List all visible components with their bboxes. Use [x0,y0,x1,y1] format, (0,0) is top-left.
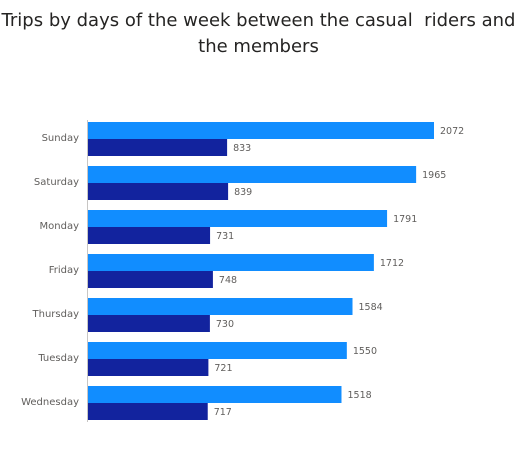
bar-series-1-friday[interactable] [88,254,374,271]
data-label-series-1-sunday: 2072 [440,126,464,137]
data-label-series-2-wednesday: 717 [214,407,232,418]
bar-series-2-wednesday[interactable] [88,403,208,420]
data-label-series-2-sunday: 833 [233,143,251,154]
chart-title: Trips by days of the week between the ca… [0,8,517,60]
bar-series-1-thursday[interactable] [88,298,353,315]
category-label-saturday: Saturday [34,177,79,188]
data-label-series-2-saturday: 839 [234,187,252,198]
category-label-thursday: Thursday [32,309,80,320]
bar-series-2-saturday[interactable] [88,183,229,200]
category-label-friday: Friday [49,265,79,276]
category-label-sunday: Sunday [42,133,79,144]
data-label-series-1-thursday: 1584 [359,302,383,313]
data-label-series-1-friday: 1712 [380,258,404,269]
bar-series-2-sunday[interactable] [88,139,228,156]
bar-series-1-wednesday[interactable] [88,386,342,403]
bar-series-2-friday[interactable] [88,271,213,288]
data-label-series-2-friday: 748 [219,275,237,286]
category-label-monday: Monday [40,221,80,232]
bar-series-1-saturday[interactable] [88,166,417,183]
bar-series-1-sunday[interactable] [88,122,434,139]
data-label-series-1-saturday: 1965 [422,170,446,181]
data-label-series-2-thursday: 730 [216,319,234,330]
data-label-series-2-monday: 731 [216,231,234,242]
chart-title-line-2: the members [198,36,319,57]
category-label-wednesday: Wednesday [21,397,79,408]
data-label-series-1-tuesday: 1550 [353,346,377,357]
bar-series-2-tuesday[interactable] [88,359,209,376]
bar-series-1-monday[interactable] [88,210,388,227]
category-label-tuesday: Tuesday [37,353,79,364]
bar-series-2-thursday[interactable] [88,315,210,332]
data-label-series-2-tuesday: 721 [214,363,232,374]
chart-title-line-1: Trips by days of the week between the ca… [1,10,516,31]
bar-series-1-tuesday[interactable] [88,342,347,359]
bar-series-2-monday[interactable] [88,227,211,244]
data-label-series-1-wednesday: 1518 [347,390,371,401]
data-label-series-1-monday: 1791 [393,214,417,225]
